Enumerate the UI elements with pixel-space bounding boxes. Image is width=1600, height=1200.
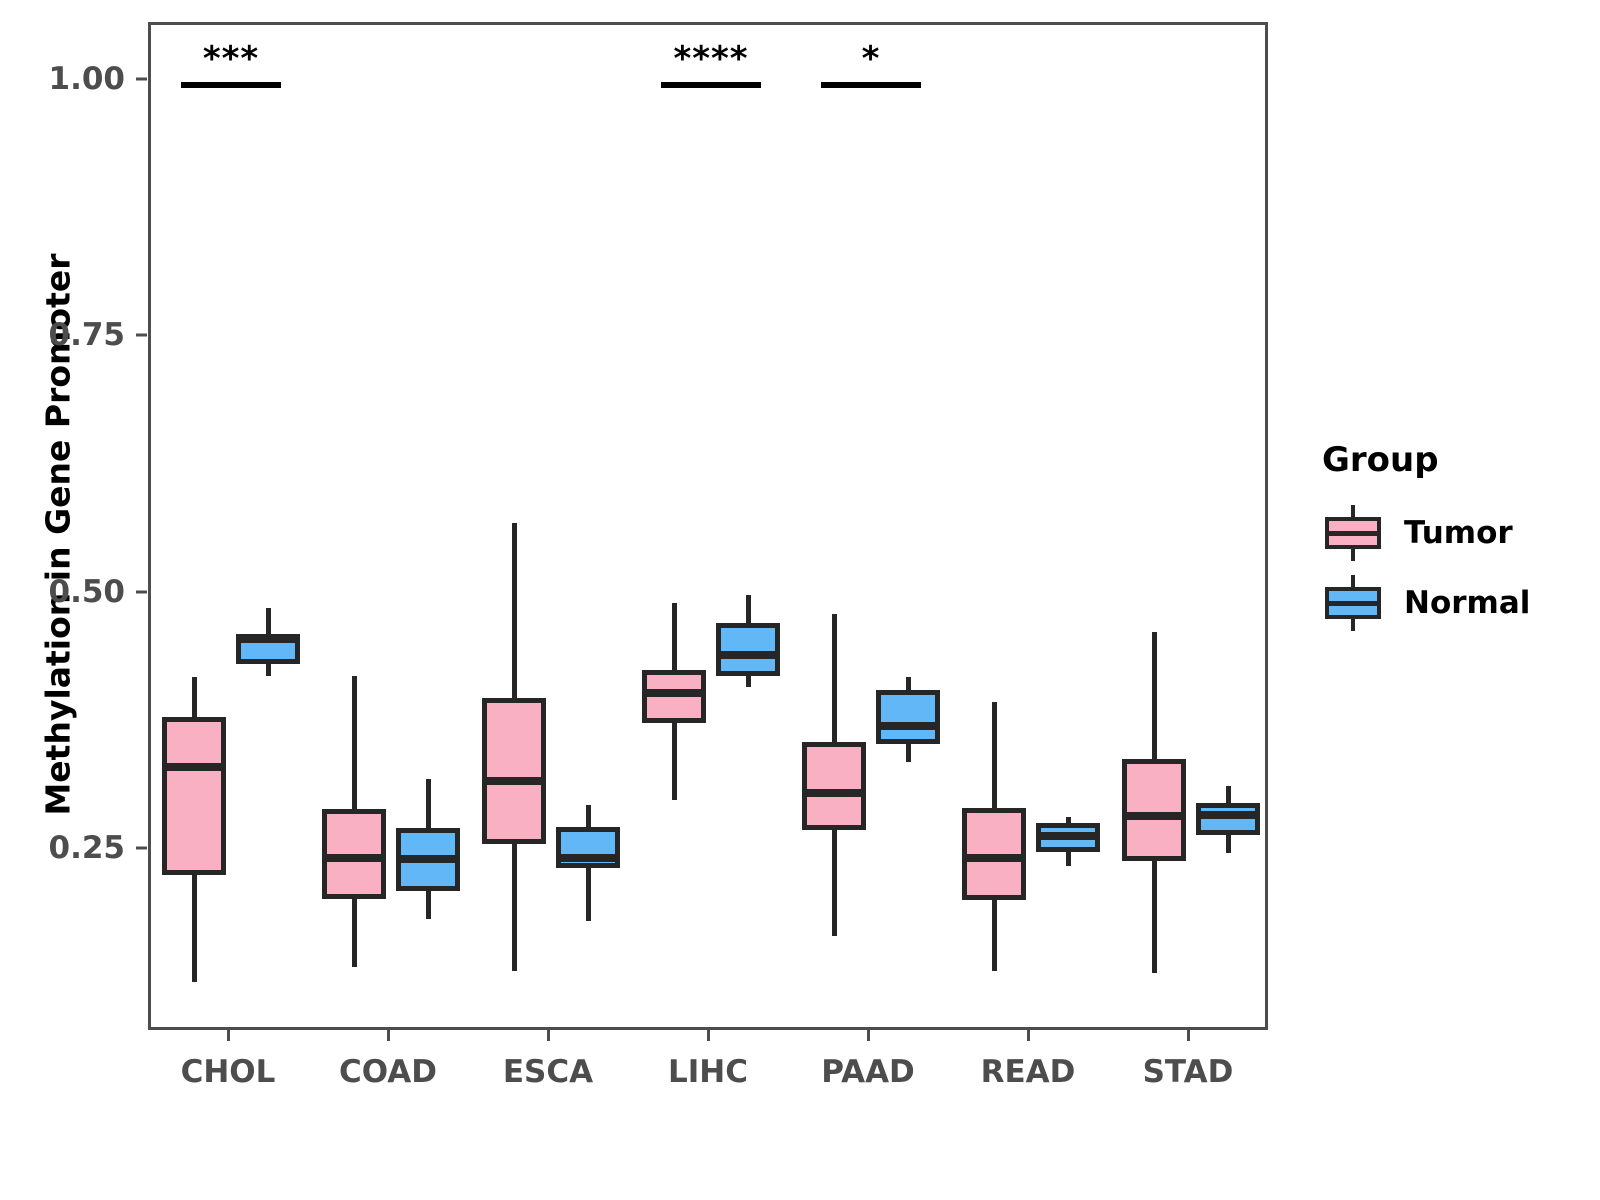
x-axis-tick-label: COAD [339, 1054, 437, 1090]
boxplot-median-line [556, 854, 620, 863]
boxplot-iqr-rect [716, 623, 780, 676]
boxplot-median-line [1196, 811, 1260, 820]
boxplot-median-line [482, 777, 546, 786]
legend-key-icon [1322, 575, 1384, 631]
boxplot-median-line [716, 651, 780, 660]
legend-item-label: Normal [1404, 585, 1531, 621]
y-axis-title: Methylation in Gene Promoter [38, 253, 78, 816]
boxplot-median-line [802, 788, 866, 797]
boxplot-iqr-rect [162, 716, 226, 875]
x-axis-tick-mark [226, 1030, 230, 1041]
y-axis-tick-mark [136, 590, 147, 594]
boxplot-median-line [876, 721, 940, 730]
boxplot-iqr-rect [1122, 758, 1186, 862]
legend-items: Tumor Normal [1322, 502, 1582, 634]
y-axis-tick-mark [136, 77, 147, 81]
significance-bracket [661, 82, 761, 88]
x-axis-tick-mark [1186, 1030, 1190, 1041]
boxplot-median-line [322, 854, 386, 863]
x-axis-tick-label: READ [980, 1054, 1076, 1090]
significance-bracket [821, 82, 921, 88]
x-axis-tick-label: CHOL [180, 1054, 276, 1090]
plot-panel: *** **** * [148, 22, 1268, 1030]
x-axis-tick-mark [546, 1030, 550, 1041]
y-axis-tick-mark [136, 333, 147, 337]
significance-bracket [181, 82, 281, 88]
legend-item-tumor[interactable]: Tumor [1322, 502, 1582, 564]
boxplot-median-line [1122, 812, 1186, 821]
y-axis-tick-mark [136, 846, 147, 850]
x-axis-tick-label: ESCA [502, 1054, 594, 1090]
boxplot-iqr-rect [876, 690, 940, 745]
legend-title: Group [1322, 440, 1439, 480]
y-axis-tick-label: 0.50 [48, 573, 126, 610]
boxplot-median-line [396, 855, 460, 864]
boxplot-iqr-rect [322, 808, 386, 900]
y-axis-tick-label: 0.25 [48, 830, 126, 866]
boxplot-median-line [642, 689, 706, 698]
significance-stars: **** [673, 39, 749, 79]
boxplot-iqr-rect [962, 807, 1026, 901]
significance-stars: * [861, 39, 881, 79]
x-axis-tick-mark [386, 1030, 390, 1041]
x-axis-tick-mark [1026, 1030, 1030, 1041]
boxplot-iqr-rect [802, 742, 866, 831]
plot-area: *** **** * [151, 25, 1265, 1027]
x-axis-tick-label: STAD [1142, 1054, 1234, 1090]
legend-item-label: Tumor [1404, 515, 1513, 551]
boxplot-iqr-rect [556, 827, 620, 869]
significance-stars: *** [202, 39, 260, 79]
x-axis-tick-mark [866, 1030, 870, 1041]
boxplot-median-line [962, 854, 1026, 863]
x-axis-tick-label: LIHC [668, 1054, 748, 1090]
x-axis-tick-label: PAAD [821, 1054, 915, 1090]
y-axis-tick-label: 0.75 [48, 317, 126, 354]
legend-key-icon [1322, 505, 1384, 561]
boxplot-median-line [162, 762, 226, 771]
legend: Group Tumor Normal [1322, 440, 1582, 642]
boxplot-iqr-rect [482, 698, 546, 844]
y-axis-tick-label: 1.00 [48, 61, 126, 97]
legend-item-normal[interactable]: Normal [1322, 572, 1582, 634]
boxplot-median-line [1036, 831, 1100, 840]
x-axis-tick-mark [706, 1030, 710, 1041]
boxplot-median-line [236, 634, 300, 643]
